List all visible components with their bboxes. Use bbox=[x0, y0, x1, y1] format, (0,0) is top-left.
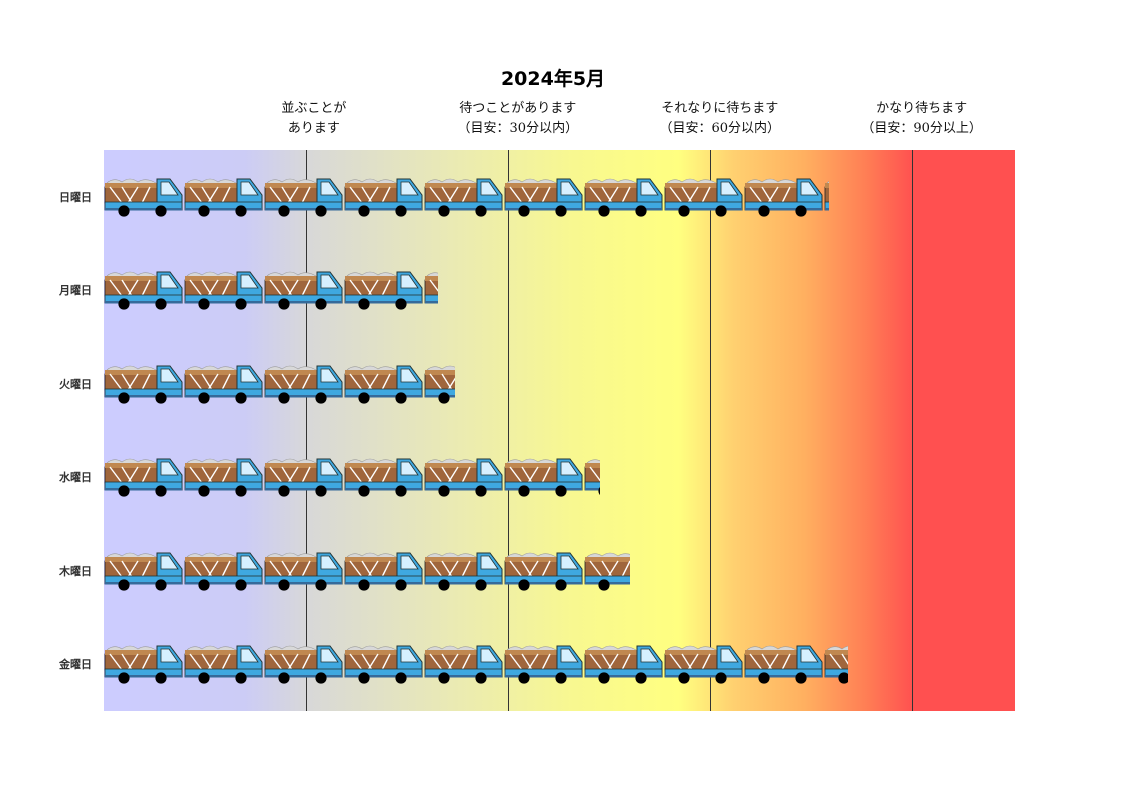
zone-label-line1: 並ぶことが bbox=[281, 101, 347, 116]
truck-bar bbox=[104, 359, 455, 404]
zone-label: かなり待ちます （目安：90分以上） bbox=[822, 99, 1022, 139]
zone-label-line1: かなり待ちます bbox=[876, 101, 968, 116]
zone-label-line2: （目安：30分以内） bbox=[457, 121, 579, 136]
truck-bar bbox=[104, 546, 630, 591]
threshold-line bbox=[507, 150, 509, 711]
threshold-line bbox=[709, 150, 711, 711]
truck-bar bbox=[104, 453, 600, 498]
zone-label: 待つことがあります （目安：30分以内） bbox=[418, 99, 618, 139]
truck-bar bbox=[104, 266, 439, 311]
chart-title: 2024年5月 bbox=[500, 68, 606, 90]
zone-label: 並ぶことが あります bbox=[214, 99, 414, 139]
day-label: 金曜日 bbox=[59, 658, 92, 672]
threshold-line bbox=[305, 150, 307, 711]
zone-label-line1: 待つことがあります bbox=[459, 101, 577, 116]
zone-label-line2: あります bbox=[287, 121, 340, 136]
day-label: 木曜日 bbox=[59, 564, 92, 578]
truck-bar bbox=[104, 172, 830, 217]
day-label: 月曜日 bbox=[59, 284, 92, 298]
zone-label-line1: それなりに待ちます bbox=[661, 101, 779, 116]
day-label: 火曜日 bbox=[59, 377, 92, 391]
threshold-line bbox=[911, 150, 913, 711]
zone-label: それなりに待ちます （目安：60分以内） bbox=[620, 99, 820, 139]
truck-bar bbox=[104, 640, 848, 685]
day-label: 水曜日 bbox=[59, 471, 92, 485]
plot-area bbox=[104, 150, 1015, 711]
day-label: 日曜日 bbox=[59, 190, 92, 204]
zone-label-line2: （目安：90分以上） bbox=[861, 121, 982, 136]
zone-label-line2: （目安：60分以内） bbox=[659, 121, 780, 136]
